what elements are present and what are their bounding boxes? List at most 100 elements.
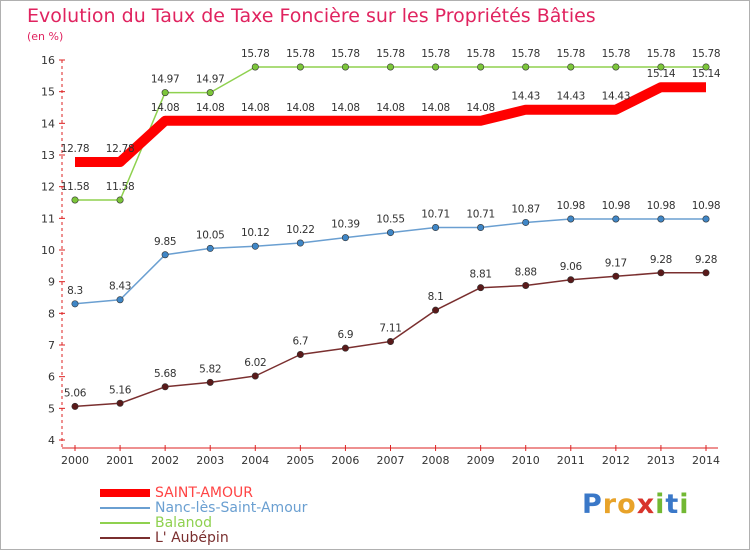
series-3	[71, 269, 710, 410]
data-point	[522, 218, 530, 226]
data-label: 9.06	[560, 261, 583, 273]
data-point	[386, 338, 394, 346]
data-point	[296, 63, 304, 71]
logo-letter: x	[636, 489, 656, 520]
x-tick-label: 2003	[196, 454, 224, 467]
data-point	[386, 63, 394, 71]
x-tick-label: 2005	[286, 454, 314, 467]
data-label: 6.7	[292, 336, 308, 348]
data-label: 8.88	[515, 266, 537, 278]
x-tick-label: 2000	[61, 454, 89, 467]
y-tick-label: 4	[48, 434, 55, 447]
data-label: 5.06	[64, 387, 87, 399]
data-label: 6.02	[244, 357, 266, 369]
legend-label: L' Aubépin	[155, 530, 229, 546]
x-tick-label: 2014	[692, 454, 720, 467]
logo-letter: r	[602, 489, 618, 520]
series-2	[71, 63, 710, 204]
series-line	[74, 66, 707, 201]
data-label: 14.97	[151, 74, 180, 86]
data-point	[206, 378, 214, 386]
data-point	[161, 383, 169, 391]
data-point	[657, 269, 665, 277]
y-tick-label: 5	[48, 402, 55, 415]
data-label: 8.1	[428, 291, 444, 303]
data-point	[477, 63, 485, 71]
y-tick-label: 15	[41, 86, 55, 99]
logo-letter: t	[665, 489, 680, 520]
data-label: 10.05	[196, 229, 225, 241]
data-point	[71, 196, 79, 204]
data-point	[341, 234, 349, 242]
y-tick-label: 14	[41, 117, 55, 130]
data-point	[341, 344, 349, 352]
logo-letter: i	[655, 489, 666, 520]
data-label: 14.43	[602, 91, 631, 103]
data-label: 15.14	[647, 68, 676, 80]
legend-swatch	[100, 489, 150, 497]
y-tick-label: 10	[41, 244, 55, 257]
data-label: 14.08	[286, 102, 315, 114]
data-label: 14.08	[331, 102, 360, 114]
data-label: 10.98	[602, 200, 631, 212]
legend-label: Balanod	[155, 515, 212, 531]
logo-letter: o	[617, 489, 637, 520]
series-1	[71, 215, 710, 308]
data-label: 10.71	[466, 209, 495, 221]
data-label: 6.9	[338, 329, 354, 341]
x-tick-label: 2007	[377, 454, 405, 467]
data-label: 11.58	[106, 181, 135, 193]
data-label: 15.78	[557, 48, 586, 60]
data-label: 7.11	[379, 323, 401, 335]
data-label: 10.87	[511, 203, 540, 215]
data-point	[251, 63, 259, 71]
data-label: 12.78	[61, 143, 90, 155]
data-point	[386, 229, 394, 237]
data-point	[116, 296, 124, 304]
data-label: 10.98	[557, 200, 586, 212]
data-label: 10.98	[647, 200, 676, 212]
data-point	[116, 196, 124, 204]
data-label: 15.78	[647, 48, 676, 60]
y-tick-label: 9	[48, 276, 55, 289]
data-label: 8.3	[67, 285, 83, 297]
data-label: 5.68	[154, 368, 176, 380]
logo-letter: P	[582, 489, 603, 520]
y-tick-label: 6	[48, 371, 55, 384]
data-label: 8.81	[470, 269, 492, 281]
y-tick-label: 7	[48, 339, 55, 352]
data-label: 10.12	[241, 227, 270, 239]
data-label: 5.16	[109, 384, 132, 396]
data-point	[612, 63, 620, 71]
y-axis-unit-label: (en %)	[27, 30, 64, 43]
data-label: 11.58	[61, 181, 90, 193]
data-label: 9.28	[695, 254, 717, 266]
x-tick-label: 2010	[512, 454, 540, 467]
legend-swatch	[100, 522, 150, 524]
data-label: 14.43	[511, 91, 540, 103]
x-tick-label: 2001	[106, 454, 134, 467]
legend-swatch	[100, 507, 150, 509]
data-point	[161, 251, 169, 259]
data-label: 10.55	[376, 214, 405, 226]
data-label: 15.78	[511, 48, 540, 60]
series-0	[75, 82, 706, 167]
data-label: 14.43	[557, 91, 586, 103]
data-point	[161, 89, 169, 97]
data-point	[296, 239, 304, 247]
data-label: 14.08	[421, 102, 450, 114]
x-tick-label: 2006	[331, 454, 359, 467]
chart-title: Evolution du Taux de Taxe Foncière sur l…	[27, 5, 596, 27]
data-label: 9.17	[605, 257, 627, 269]
data-point	[522, 281, 530, 289]
data-point	[522, 63, 530, 71]
data-point	[251, 242, 259, 250]
data-label: 8.43	[109, 281, 131, 293]
data-point	[477, 284, 485, 292]
y-tick-label: 11	[41, 212, 55, 225]
data-label: 9.85	[154, 236, 176, 248]
data-point	[251, 372, 259, 380]
data-label: 14.08	[196, 102, 225, 114]
legend-label: SAINT-AMOUR	[155, 485, 253, 501]
x-tick-label: 2008	[422, 454, 450, 467]
